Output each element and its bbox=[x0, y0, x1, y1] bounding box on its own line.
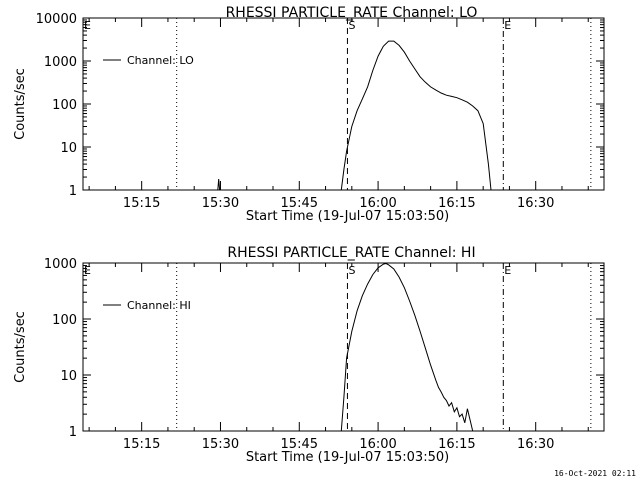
event-marker-label: S bbox=[348, 19, 355, 32]
y-axis-label: Counts/sec bbox=[13, 311, 28, 383]
y-tick-label: 10 bbox=[60, 141, 77, 156]
x-axis-label: Start Time (19-Jul-07 15:03:50) bbox=[246, 450, 449, 465]
x-tick-label: 16:15 bbox=[438, 196, 475, 211]
x-tick-label: 15:45 bbox=[281, 437, 318, 452]
event-marker-label: E bbox=[504, 264, 511, 277]
x-tick-label: 16:30 bbox=[517, 196, 554, 211]
x-tick-label: 16:15 bbox=[438, 437, 475, 452]
x-tick-label: 15:30 bbox=[202, 437, 239, 452]
y-tick-label: 1 bbox=[69, 184, 77, 199]
y-tick-label: 1000 bbox=[44, 257, 77, 272]
plot-frame bbox=[82, 17, 605, 191]
chart-title: RHESSI PARTICLE_RATE Channel: HI bbox=[227, 245, 475, 261]
chart-panel-2: RHESSI PARTICLE_RATE Channel: HI 1 10 100 10… bbox=[13, 245, 605, 465]
chart-panel-1: RHESSI PARTICLE_RATE Channel: LO 1 10 100 10… bbox=[13, 5, 605, 224]
series-line bbox=[217, 40, 492, 191]
footer-timestamp: 16-Oct-2021 02:11 bbox=[554, 469, 636, 478]
x-tick-label: 15:30 bbox=[202, 196, 239, 211]
event-marker-label: E bbox=[84, 264, 91, 277]
x-axis-label: Start Time (19-Jul-07 15:03:50) bbox=[246, 209, 449, 224]
x-tick-label: 16:00 bbox=[359, 196, 396, 211]
series-line bbox=[340, 262, 474, 432]
x-tick-label: 15:45 bbox=[281, 196, 318, 211]
x-tick-label: 16:30 bbox=[517, 437, 554, 452]
x-tick-label: 15:15 bbox=[123, 196, 160, 211]
y-tick-label: 10000 bbox=[36, 12, 77, 27]
y-tick-label: 1000 bbox=[44, 55, 77, 70]
legend-label: Channel: HI bbox=[127, 299, 191, 312]
x-tick-label: 16:00 bbox=[359, 437, 396, 452]
event-marker-label: E bbox=[504, 19, 511, 32]
x-tick-label: 15:15 bbox=[123, 437, 160, 452]
y-axis-label: Counts/sec bbox=[13, 68, 28, 140]
y-tick-label: 100 bbox=[52, 98, 77, 113]
y-tick-label: 10 bbox=[60, 369, 77, 384]
event-marker-label: E bbox=[84, 19, 91, 32]
legend-label: Channel: LO bbox=[127, 54, 194, 67]
y-tick-label: 100 bbox=[52, 313, 77, 328]
event-marker-label: S bbox=[348, 264, 355, 277]
chart-title: RHESSI PARTICLE_RATE Channel: LO bbox=[226, 5, 478, 21]
y-tick-label: 1 bbox=[69, 425, 77, 440]
